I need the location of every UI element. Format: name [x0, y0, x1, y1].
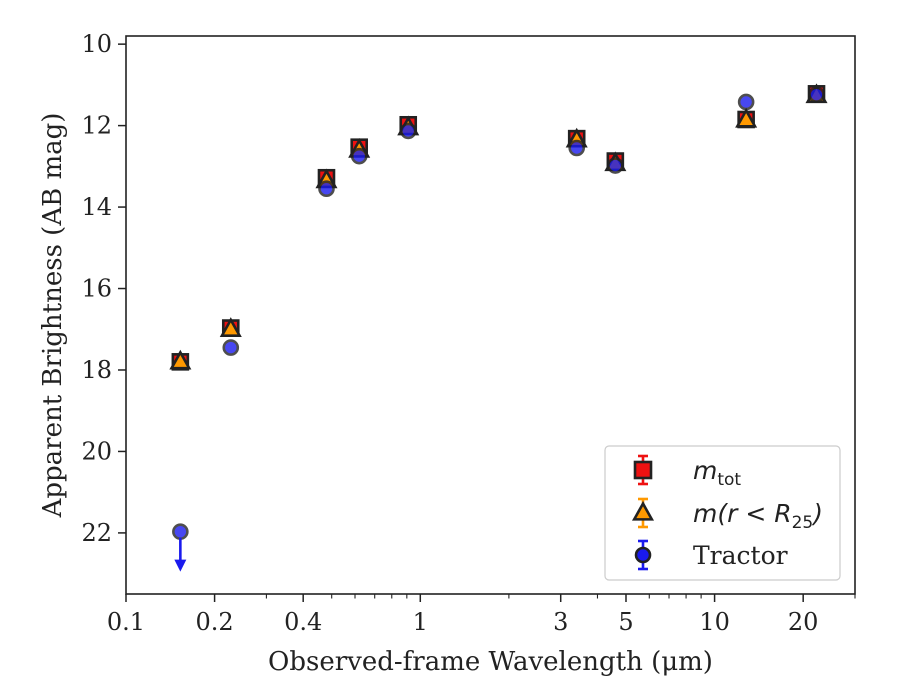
upper-limit-arrow-head — [174, 559, 187, 572]
x-tick-label: 20 — [788, 608, 819, 636]
data-point-triangle — [169, 349, 192, 370]
legend-marker-square — [633, 460, 653, 480]
x-tick-label: 0.4 — [284, 608, 322, 636]
legend-label-triangle: m(r < R25) — [693, 499, 823, 533]
data-point-circle — [737, 93, 755, 111]
x-tick-label: 5 — [618, 608, 633, 636]
legend-marker-circle — [634, 546, 652, 564]
x-tick-label: 0.2 — [196, 608, 234, 636]
data-point-circle — [399, 122, 417, 140]
data-point-circle — [568, 139, 586, 157]
data-point-circle — [350, 147, 368, 165]
data-point-circle — [808, 86, 825, 103]
x-tick-label: 0.1 — [107, 608, 145, 636]
data-point-triangle — [735, 107, 758, 128]
legend: mtot m(r < R25) Tractor — [604, 445, 841, 581]
y-tick-label: 22 — [81, 519, 112, 547]
data-point-circle — [222, 339, 240, 356]
y-tick-label: 20 — [81, 437, 112, 465]
data-point-circle — [607, 157, 624, 174]
y-tick-label: 14 — [81, 193, 112, 221]
data-marks — [169, 83, 828, 572]
x-tick-label: 10 — [699, 608, 730, 636]
data-point-circle — [172, 523, 189, 540]
legend-marker-triangle — [631, 500, 655, 521]
series-circle — [172, 86, 825, 572]
y-tick-label: 10 — [81, 30, 112, 58]
y-axis-label: Apparent Brightness (AB mag) — [38, 113, 68, 519]
plot-frame — [125, 35, 856, 595]
y-tick-label: 16 — [81, 275, 112, 303]
legend-box — [604, 445, 841, 581]
legend-label-square: mtot — [693, 456, 741, 490]
y-tick-label: 18 — [81, 356, 112, 384]
y-axis-ticks: 10 12 14 16 18 20 22 — [81, 30, 126, 547]
data-point-triangle — [219, 317, 242, 337]
data-point-circle — [318, 180, 335, 198]
x-axis-ticks: 0.1 0.2 0.4 1 3 5 10 20 — [107, 594, 856, 636]
legend-label-circle: Tractor — [693, 541, 788, 570]
x-axis-label: Observed-frame Wavelength (μm) — [268, 647, 713, 677]
y-tick-label: 12 — [81, 112, 112, 140]
x-tick-label: 3 — [553, 608, 568, 636]
x-tick-label: 1 — [413, 608, 428, 636]
